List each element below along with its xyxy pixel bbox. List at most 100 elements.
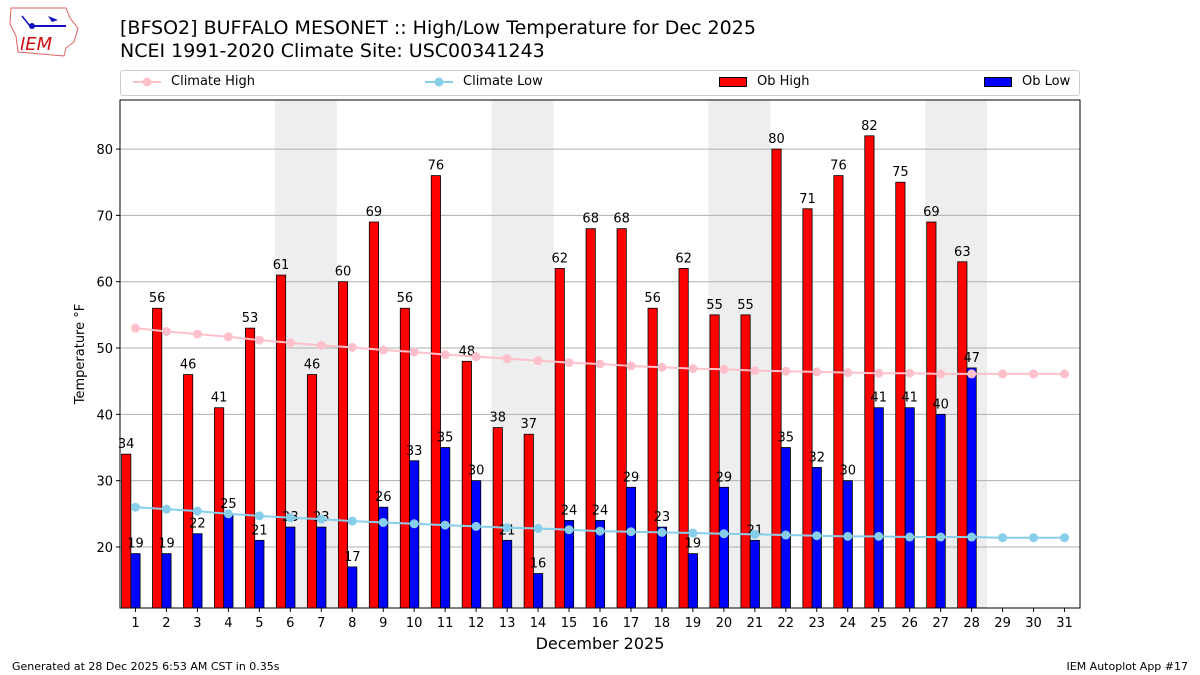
ob-high-bar — [709, 314, 720, 609]
ob-high-bar — [585, 228, 596, 609]
climate-low-point — [192, 506, 202, 516]
x-tick-label: 31 — [1056, 616, 1073, 631]
ob-high-label: 62 — [551, 251, 568, 266]
ob-low-label: 22 — [189, 517, 206, 532]
x-tick-label: 25 — [870, 616, 887, 631]
ob-low-bar — [409, 460, 420, 609]
climate-high-point — [192, 329, 202, 339]
climate-low-point — [750, 529, 760, 539]
ob-high-bar — [740, 314, 751, 609]
ob-high-bar — [554, 268, 565, 609]
climate-low-point — [1029, 533, 1039, 543]
x-tick-label: 22 — [778, 616, 795, 631]
ob-low-label: 19 — [685, 537, 702, 552]
x-axis-label: December 2025 — [536, 634, 665, 653]
legend-ob-high: Ob High — [719, 74, 810, 89]
ob-low-bar — [161, 553, 172, 609]
ob-high-label: 41 — [211, 391, 228, 406]
climate-low-point — [843, 531, 853, 541]
ob-low-label: 24 — [561, 503, 578, 518]
ob-low-label: 26 — [375, 490, 392, 505]
ob-low-bar — [254, 539, 265, 609]
ob-high-bar — [678, 268, 689, 609]
y-tick-label: 50 — [96, 342, 113, 357]
ob-high-label: 80 — [768, 132, 785, 147]
ob-low-label: 17 — [344, 550, 361, 565]
ob-high-label: 61 — [273, 258, 290, 273]
ob-low-bar — [223, 513, 234, 609]
climate-high-point — [285, 338, 295, 348]
ob-high-label: 56 — [149, 291, 166, 306]
climate-high-point — [1029, 369, 1039, 379]
ob-high-label: 56 — [644, 291, 661, 306]
legend-ob-low: Ob Low — [984, 74, 1070, 89]
legend-climate-high: Climate High — [133, 74, 255, 89]
ob-low-bar — [966, 367, 977, 609]
ob-low-label: 41 — [901, 391, 918, 406]
climate-low-point — [130, 502, 140, 512]
climate-low-point — [440, 520, 450, 530]
ob-high-label: 60 — [335, 265, 352, 280]
climate-low-point — [254, 511, 264, 521]
ob-low-bar — [780, 447, 791, 609]
ob-low-label: 25 — [220, 497, 237, 512]
climate-high-point — [874, 368, 884, 378]
ob-low-label: 32 — [809, 450, 826, 465]
climate-low-point — [378, 517, 388, 527]
ob-high-label: 37 — [521, 417, 538, 432]
ob-low-label: 30 — [839, 464, 856, 479]
climate-high-point — [998, 369, 1008, 379]
x-tick-label: 29 — [994, 616, 1011, 631]
climate-high-point — [254, 335, 264, 345]
climate-low-point — [316, 514, 326, 524]
x-tick-label: 12 — [468, 616, 485, 631]
legend: Climate High Climate Low Ob High Ob Low — [120, 70, 1080, 96]
ob-low-bar — [625, 486, 637, 609]
climate-high-point — [595, 359, 605, 369]
x-tick-label: 19 — [685, 616, 702, 631]
ob-high-bar — [430, 175, 441, 609]
x-tick-label: 14 — [530, 616, 547, 631]
x-tick-label: 5 — [255, 616, 263, 631]
ob-low-label: 29 — [623, 470, 640, 485]
x-tick-label: 27 — [932, 616, 949, 631]
ob-low-bar — [904, 407, 915, 609]
x-tick-label: 2 — [162, 616, 170, 631]
ob-high-label: 76 — [830, 159, 847, 174]
x-tick-label: 15 — [561, 616, 578, 631]
climate-high-point — [440, 350, 450, 360]
climate-low-point — [347, 516, 357, 526]
ob-low-bar — [749, 539, 760, 609]
x-tick-label: 16 — [592, 616, 609, 631]
ob-high-label: 69 — [366, 205, 383, 220]
climate-high-point — [657, 362, 667, 372]
ob-high-label: 76 — [428, 159, 445, 174]
climate-high-point — [378, 345, 388, 355]
x-tick-label: 30 — [1025, 616, 1042, 631]
ob-low-bar — [130, 553, 141, 609]
ob-low-label: 41 — [870, 391, 887, 406]
climate-high-point — [471, 352, 481, 362]
y-tick-label: 60 — [96, 276, 113, 291]
climate-high-point — [967, 369, 977, 379]
ob-high-label: 71 — [799, 192, 816, 207]
ob-high-label: 62 — [675, 251, 692, 266]
climate-high-point — [347, 342, 357, 352]
climate-low-point — [409, 519, 419, 529]
y-tick-label: 30 — [96, 475, 113, 490]
ob-high-bar — [306, 374, 318, 609]
climate-high-point — [564, 358, 574, 368]
y-tick-label: 40 — [96, 408, 113, 423]
ob-high-label: 34 — [118, 437, 135, 452]
climate-high-point — [781, 366, 791, 376]
chart-subtitle: NCEI 1991-2020 Climate Site: USC00341243 — [120, 40, 545, 62]
x-tick-label: 3 — [193, 616, 201, 631]
ob-low-bar — [656, 526, 667, 609]
ob-low-bar — [533, 573, 544, 609]
ob-high-bar — [523, 433, 534, 609]
ob-high-bar — [245, 327, 256, 609]
ob-high-bar — [368, 221, 379, 609]
climate-high-point — [502, 354, 512, 364]
climate-low-point — [812, 531, 822, 541]
